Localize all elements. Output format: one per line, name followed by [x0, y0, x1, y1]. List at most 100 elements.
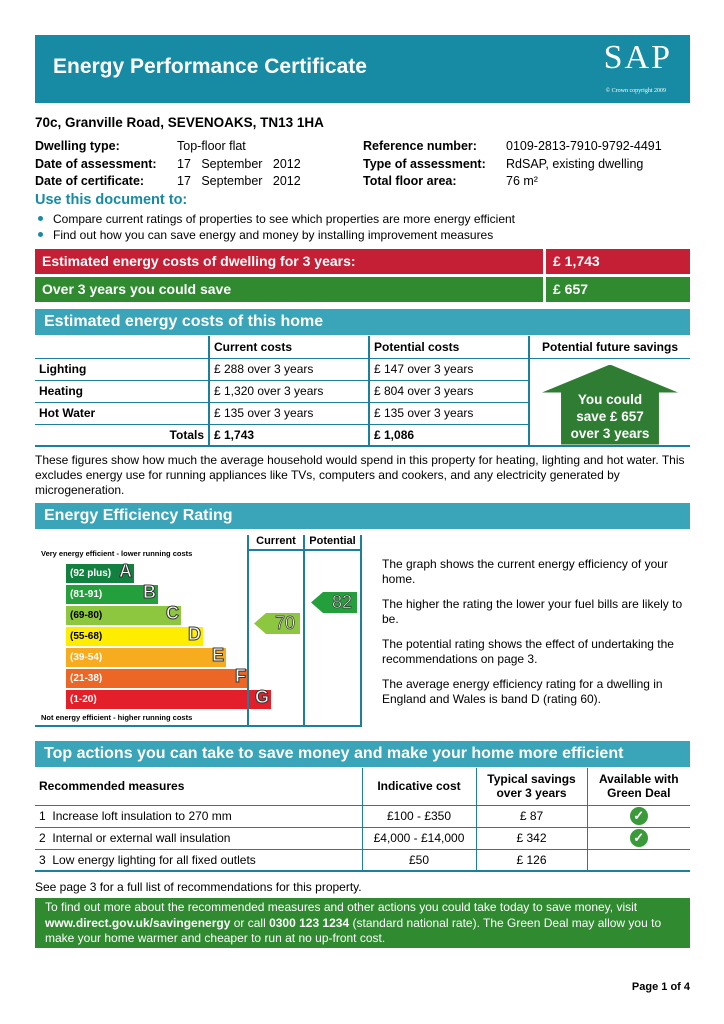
- measure-num: 3: [39, 852, 46, 867]
- col-potential: Potential: [309, 535, 356, 547]
- col-header: Typical savings over 3 years: [475, 768, 587, 806]
- detail-value: RdSAP, existing dwelling: [506, 156, 644, 171]
- current-cost: £ 135 over 3 years: [208, 402, 369, 425]
- eer-paragraph: The potential rating shows the effect of…: [382, 637, 674, 666]
- band-letter: B: [143, 582, 157, 602]
- eer-top-label: Very energy efficient - lower running co…: [41, 549, 193, 558]
- eer-chart: Very energy efficient - lower running co…: [30, 530, 370, 730]
- savings-arrow: You could save £ 657 over 3 years: [542, 364, 678, 445]
- save-summary-value: £ 657: [546, 277, 690, 302]
- header-banner: Energy Performance Certificate SAP © Cro…: [35, 35, 690, 103]
- band-letter: E: [211, 645, 224, 665]
- phone-number: 0300 123 1234: [269, 915, 350, 930]
- copyright: © Crown copyright 2009: [605, 88, 666, 94]
- detail-value: 17 September 2012: [177, 174, 301, 188]
- detail-label: Total floor area:: [363, 174, 457, 188]
- band-range: (92 plus): [70, 568, 112, 579]
- detail-value: 17 September 2012: [177, 156, 301, 171]
- row-label: Lighting: [35, 358, 209, 381]
- savings-text: You could: [577, 391, 643, 407]
- col-header: Indicative cost: [361, 768, 476, 806]
- band-a: (92 plus) A: [66, 561, 134, 583]
- band-c: (69-80) C: [66, 603, 181, 625]
- actions-section-title: Top actions you can take to save money a…: [35, 741, 690, 767]
- col-header: Recommended measures: [35, 768, 362, 806]
- table-row: 1 Increase loft insulation to 270 mm £100…: [35, 805, 690, 828]
- costs-note: These figures show how much the average …: [35, 453, 685, 497]
- sap-logo: SAP: [603, 39, 672, 76]
- current-cost: £ 1,320 over 3 years: [208, 380, 369, 403]
- save-summary-label: Over 3 years you could save: [35, 277, 543, 302]
- saving: £ 87: [475, 805, 587, 828]
- band-range: (55-68): [70, 631, 103, 642]
- col-header: Potential costs: [368, 336, 529, 359]
- eer-paragraph: The graph shows the current energy effic…: [382, 557, 668, 586]
- table-row: Lighting £ 288 over 3 years £ 147 over 3 y…: [35, 358, 690, 447]
- page-number: Page 1 of 4: [631, 981, 690, 993]
- eer-paragraph: The average energy efficiency rating for…: [382, 677, 663, 706]
- potential-cost: £ 804 over 3 years: [368, 380, 529, 403]
- band-letter: G: [254, 687, 269, 707]
- savings-text: save £ 657: [576, 408, 644, 424]
- website-link[interactable]: www.direct.gov.uk/savingenergy: [45, 915, 231, 930]
- measure: Low energy lighting for all fixed outlet…: [52, 852, 256, 867]
- bullet-item: Find out how you can save energy and mon…: [35, 227, 515, 243]
- potential-total: £ 1,086: [368, 424, 529, 447]
- eer-section-title: Energy Efficiency Rating: [35, 503, 690, 529]
- details-left: Dwelling type: Top-floor flat Date of ass…: [35, 138, 301, 191]
- detail-value: 76 m²: [506, 174, 538, 188]
- band-letter: D: [188, 624, 202, 644]
- page-title: Energy Performance Certificate: [53, 55, 367, 78]
- band-letter: C: [166, 603, 180, 623]
- eer-bottom-label: Not energy efficient - higher running co…: [41, 713, 193, 722]
- col-header: Available with Green Deal: [586, 768, 690, 806]
- current-rating-arrow: 70: [254, 613, 300, 634]
- current-total: £ 1,743: [208, 424, 369, 447]
- table-row: 2 Internal or external wall insulation £4…: [35, 827, 690, 850]
- use-doc-title: Use this document to:: [35, 192, 188, 208]
- info-text: (standard national rate). The Green Deal…: [45, 915, 662, 946]
- band-b: (81-91) B: [66, 582, 158, 604]
- bullet-item: Compare current ratings of properties to…: [35, 211, 515, 227]
- cost: £4,000 - £14,000: [361, 827, 476, 850]
- col-current: Current: [256, 535, 296, 547]
- detail-label: Reference number:: [363, 139, 477, 153]
- eer-explanation: The graph shows the current energy effic…: [382, 557, 692, 707]
- costs-section-title: Estimated energy costs of this home: [35, 309, 690, 335]
- potential-cost: £ 147 over 3 years: [368, 358, 529, 381]
- check-icon: ✓: [629, 829, 648, 847]
- band-range: (39-54): [70, 652, 103, 663]
- detail-label: Date of certificate:: [35, 174, 145, 188]
- potential-cost: £ 135 over 3 years: [368, 402, 529, 425]
- info-box: To find out more about the recommended m…: [35, 898, 690, 948]
- col-header: Current costs: [208, 336, 369, 359]
- detail-label: Type of assessment:: [363, 156, 486, 171]
- detail-label: Dwelling type:: [35, 139, 120, 153]
- table-row: Heating £ 1,320 over 3 years £ 804 over 3 …: [35, 380, 690, 403]
- saving: £ 342: [475, 827, 587, 850]
- savings-text: over 3 years: [570, 425, 650, 441]
- band-letter: F: [235, 666, 247, 686]
- band-range: (21-38): [70, 673, 103, 684]
- cost-summary-value: £ 1,743: [546, 249, 690, 274]
- cost: £100 - £350: [361, 805, 476, 828]
- band-range: (81-91): [70, 589, 103, 600]
- band-range: (1-20): [70, 694, 97, 705]
- info-text: To find out more about the recommended m…: [45, 900, 638, 914]
- measure-num: 2: [39, 831, 46, 845]
- info-text: or call: [230, 915, 270, 930]
- row-label: Hot Water: [35, 402, 209, 425]
- row-label: Heating: [35, 380, 209, 403]
- current-cost: £ 288 over 3 years: [208, 358, 369, 381]
- col-header: Potential future savings: [528, 336, 690, 359]
- cost: £50: [361, 849, 476, 872]
- band-d: (55-68) D: [66, 624, 203, 646]
- table-row: Hot Water £ 135 over 3 years £ 135 over 3 …: [35, 402, 690, 425]
- measure-num: 1: [39, 809, 46, 823]
- band-e: (39-54) E: [66, 645, 226, 667]
- eer-paragraph: The higher the rating the lower your fue…: [382, 597, 683, 626]
- savings-cell: You could save £ 657 over 3 years: [528, 358, 690, 447]
- cost-summary-label: Estimated energy costs of dwelling for 3…: [35, 249, 543, 274]
- detail-value: Top-floor flat: [177, 139, 246, 153]
- table-row: 3 Low energy lighting for all fixed outl…: [35, 849, 690, 872]
